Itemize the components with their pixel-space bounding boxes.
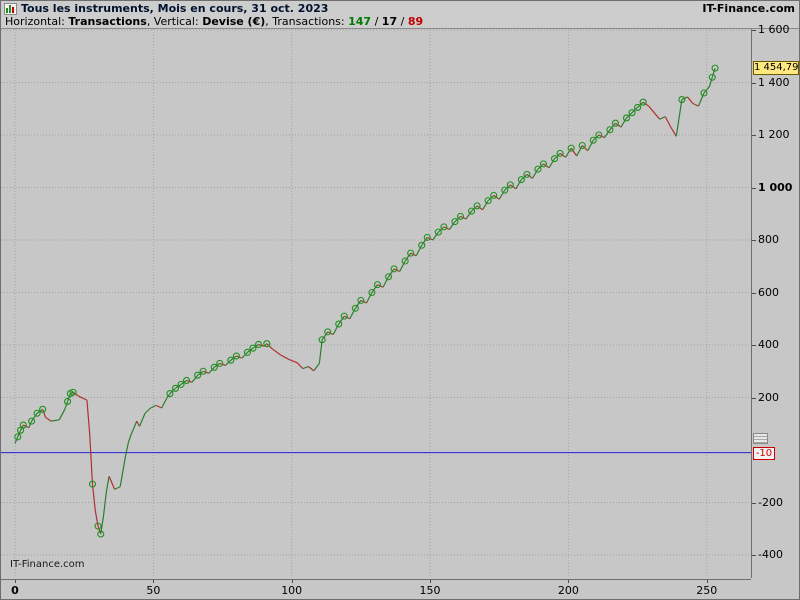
info-segment: 89: [407, 15, 424, 28]
axis-widget[interactable]: [753, 432, 768, 444]
info-segment: Transactions: [68, 15, 147, 28]
page-title: Tous les instruments, Mois en cours, 31 …: [21, 1, 329, 15]
y-axis[interactable]: 1 454,79 -10 1 600 1 400 1 200 1 000 800 600 4…: [752, 23, 799, 599]
x-axis-label: 50: [146, 584, 161, 597]
x-axis-tick: [706, 580, 708, 583]
y-axis-tick: [752, 30, 756, 31]
plot-area[interactable]: IT-Finance.com: [1, 29, 752, 578]
x-axis-label: 250: [696, 584, 718, 597]
y-axis-label: 600: [758, 285, 779, 299]
y-axis-tick: [752, 292, 756, 294]
y-axis-tick: [752, 187, 756, 189]
baseline-badge: -10: [753, 446, 775, 460]
info-segment: 17: [381, 15, 398, 28]
x-axis-tick: [568, 580, 570, 583]
y-axis-tick: [752, 240, 756, 241]
y-axis-tick: [752, 345, 756, 346]
y-axis-tick: [752, 555, 756, 556]
chart-info-line: Horizontal: Transactions, Vertical: Devi…: [5, 15, 795, 28]
x-axis-label: 100: [281, 584, 303, 597]
chart-title-row: Tous les instruments, Mois en cours, 31 …: [1, 1, 799, 15]
y-axis-tick: [752, 397, 756, 399]
x-axis-tick: [15, 580, 16, 583]
info-segment: Horizontal:: [5, 15, 69, 28]
x-axis-label: 200: [557, 584, 579, 597]
watermark: IT-Finance.com: [10, 559, 85, 570]
chart-header: Tous les instruments, Mois en cours, 31 …: [1, 1, 799, 29]
y-axis-tick: [752, 502, 756, 504]
y-axis-label: 1 600: [758, 23, 790, 36]
x-axis-label: 0: [11, 584, 19, 597]
chart-type-icon: [4, 2, 17, 15]
y-axis-label: 200: [758, 390, 779, 404]
last-value-badge: 1 454,79: [753, 61, 799, 76]
y-axis-label: -400: [758, 548, 783, 561]
info-segment: /: [397, 15, 408, 28]
brand-label: IT-Finance.com: [702, 1, 795, 15]
y-axis-label: -200: [758, 495, 783, 509]
x-axis-tick: [153, 580, 155, 583]
y-axis-label: 400: [758, 338, 779, 351]
x-axis-label: 150: [419, 584, 441, 597]
x-axis-tick: [430, 580, 432, 583]
y-axis-label: 1 000: [758, 180, 793, 194]
info-segment: , Vertical:: [146, 15, 203, 28]
info-segment: Devise (€): [202, 15, 266, 28]
info-segment: 147: [348, 15, 372, 28]
x-axis-tick: [291, 580, 293, 583]
info-segment: /: [371, 15, 382, 28]
x-axis[interactable]: 0 50 100 150 200 250: [1, 579, 751, 599]
y-axis-label: 800: [758, 233, 779, 246]
y-axis-label: 1 400: [758, 75, 790, 89]
info-segment: , Transactions:: [265, 15, 349, 28]
y-axis-tick: [752, 82, 756, 84]
equity-curve-svg[interactable]: [1, 29, 751, 578]
y-axis-tick: [752, 135, 756, 136]
y-axis-label: 1 200: [758, 128, 790, 141]
